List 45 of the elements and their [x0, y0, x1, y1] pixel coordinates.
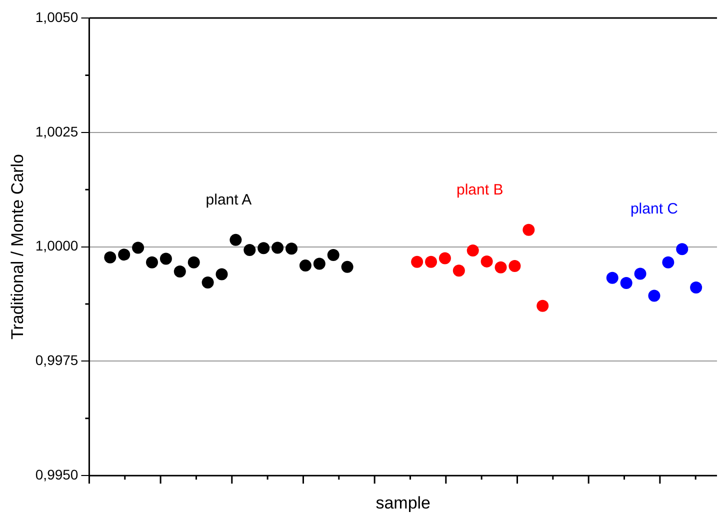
- point: [118, 248, 130, 261]
- point: [648, 290, 660, 302]
- y-tick-label: 1,0050: [35, 8, 78, 25]
- point: [160, 252, 172, 265]
- point: [411, 256, 424, 268]
- point: [452, 264, 465, 277]
- y-tick-label: 0,9950: [35, 466, 78, 482]
- point: [662, 256, 674, 268]
- point: [230, 234, 242, 246]
- y-tick-label: 1,0025: [35, 123, 78, 140]
- point: [202, 276, 214, 288]
- point: [327, 249, 340, 262]
- point: [146, 256, 158, 268]
- point: [438, 252, 451, 264]
- point: [620, 276, 632, 289]
- point: [606, 272, 618, 284]
- series-label: plant A: [206, 192, 252, 209]
- point: [536, 300, 549, 312]
- point: [216, 268, 228, 280]
- point: [132, 242, 144, 254]
- point: [425, 256, 438, 268]
- point: [244, 244, 256, 256]
- point: [341, 260, 354, 273]
- point: [690, 282, 702, 294]
- point: [188, 256, 200, 268]
- y-axis-title: Traditional / Monte Carlo: [8, 154, 27, 340]
- point: [174, 266, 186, 278]
- point: [676, 243, 688, 256]
- series-label: plant C: [630, 200, 678, 218]
- x-axis-title: sample: [376, 493, 431, 512]
- point: [299, 260, 312, 272]
- point: [258, 242, 270, 254]
- point: [522, 224, 535, 236]
- point: [272, 242, 284, 254]
- point: [313, 258, 326, 270]
- point: [494, 261, 507, 274]
- point: [480, 255, 493, 268]
- point: [286, 242, 298, 255]
- y-tick-label: 1,0000: [35, 238, 78, 254]
- point: [508, 260, 521, 272]
- point: [634, 268, 646, 280]
- point: [466, 244, 479, 256]
- point: [104, 251, 116, 264]
- text: plant B: [456, 182, 504, 199]
- y-tick-label: 0,9975: [35, 352, 78, 368]
